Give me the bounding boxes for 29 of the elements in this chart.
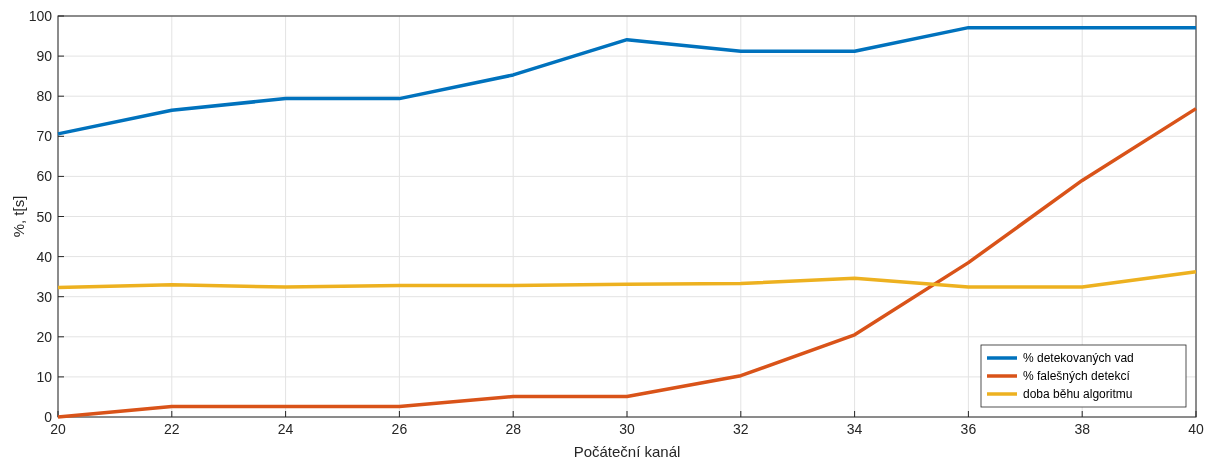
y-tick-label: 70: [36, 128, 53, 145]
x-tick-label: 32: [733, 421, 749, 437]
x-tick-label: 34: [846, 421, 863, 437]
x-tick-label: 40: [1188, 421, 1204, 437]
legend-label: % detekovaných vad: [1023, 351, 1134, 365]
x-axis-title: Počáteční kanál: [573, 443, 681, 460]
x-tick-label: 28: [505, 421, 522, 437]
legend-label: doba běhu algoritmu: [1023, 387, 1133, 401]
y-tick-label: 30: [36, 288, 53, 305]
legend-label: % falešných detekcí: [1023, 369, 1131, 383]
x-tick-label: 26: [391, 421, 408, 437]
x-tick-label: 20: [50, 421, 66, 437]
y-tick-label: 90: [36, 48, 53, 65]
y-tick-label: 50: [36, 208, 53, 225]
x-tick-label: 36: [960, 421, 977, 437]
x-tick-label: 38: [1074, 421, 1091, 437]
y-tick-label: 10: [36, 368, 53, 385]
line-series: [56, 270, 1198, 290]
line-series: [56, 25, 1198, 136]
x-tick-label: 24: [277, 421, 294, 437]
y-tick-label: 40: [36, 248, 53, 265]
x-tick-label: 30: [619, 421, 635, 437]
y-tick-label: 60: [36, 168, 53, 185]
y-tick-label: 20: [36, 328, 53, 345]
y-tick-label: 80: [36, 88, 53, 105]
y-axis-title: %, t[s]: [10, 195, 27, 238]
x-tick-label: 22: [164, 421, 180, 437]
y-tick-label: 0: [44, 409, 53, 425]
y-tick-label: 100: [28, 8, 53, 24]
